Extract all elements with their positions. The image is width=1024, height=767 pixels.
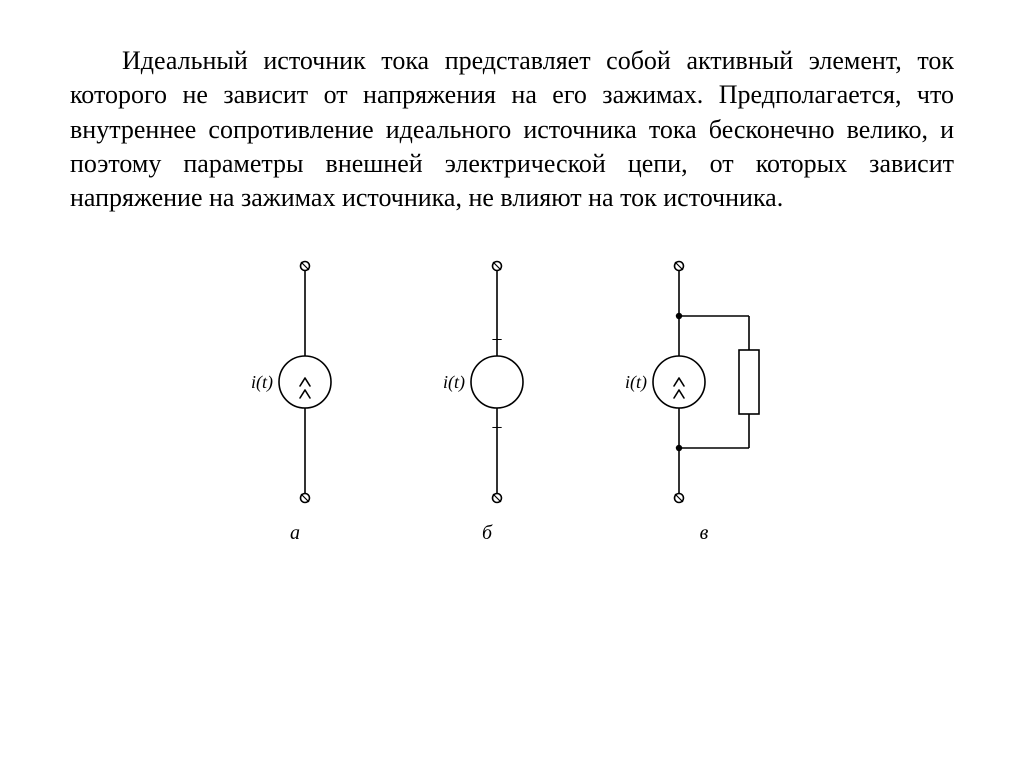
current-source-c-svg: i(t)	[619, 252, 789, 512]
caption-a: а	[290, 522, 300, 545]
source-circle-icon	[653, 356, 705, 408]
caption-c: в	[700, 522, 709, 545]
it-label-a: i(t)	[251, 372, 273, 393]
diagram-a: i(t) а	[235, 252, 355, 545]
caption-b: б	[482, 522, 492, 545]
figure-area: i(t) а + − i(t)	[70, 252, 954, 545]
plus-sign: +	[491, 329, 502, 351]
diagram-b: + − i(t) б	[427, 252, 547, 545]
arrowhead-lower-icon	[300, 390, 310, 398]
page: Идеальный источник тока представляет соб…	[0, 0, 1024, 545]
it-label-b: i(t)	[443, 372, 465, 393]
source-circle-icon	[471, 356, 523, 408]
arrowhead-upper-icon	[674, 378, 684, 386]
resistor-icon	[739, 350, 759, 414]
arrowhead-upper-icon	[300, 378, 310, 386]
current-source-a-svg: i(t)	[235, 252, 355, 512]
diagram-c: i(t) в	[619, 252, 789, 545]
current-source-b-svg: + − i(t)	[427, 252, 547, 512]
paragraph-text: Идеальный источник тока представляет соб…	[70, 44, 954, 216]
source-circle-icon	[279, 356, 331, 408]
arrowhead-lower-icon	[674, 390, 684, 398]
minus-sign: −	[491, 417, 502, 439]
diagram-row: i(t) а + − i(t)	[235, 252, 789, 545]
it-label-c: i(t)	[625, 372, 647, 393]
